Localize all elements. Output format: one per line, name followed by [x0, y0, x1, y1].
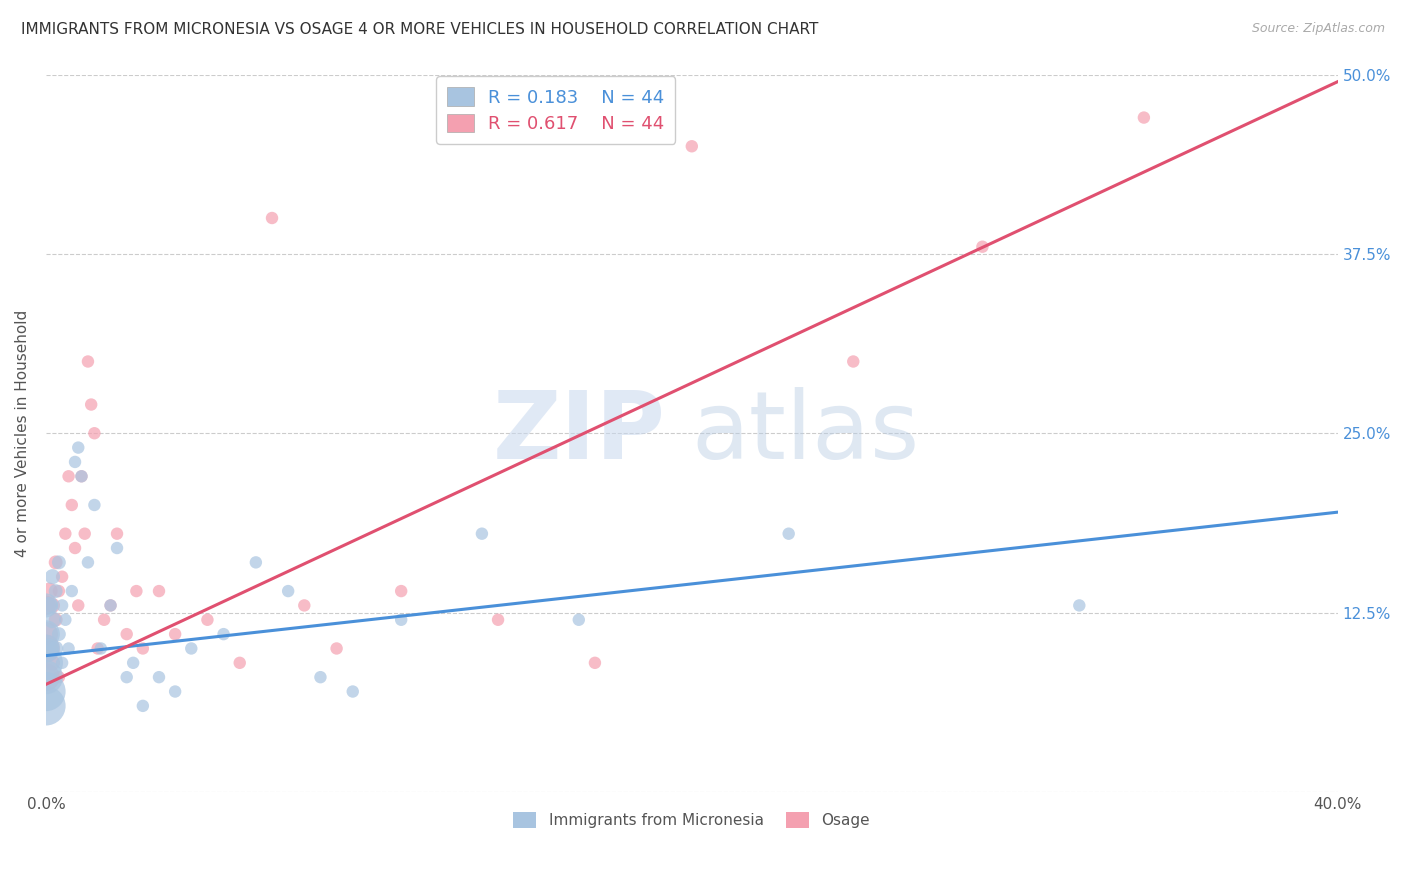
Point — [115, 670, 138, 684]
Point — [583, 656, 606, 670]
Point — [1133, 111, 1156, 125]
Point — [83, 498, 105, 512]
Point — [35, 670, 58, 684]
Point — [105, 526, 128, 541]
Point — [681, 139, 703, 153]
Point — [48, 627, 70, 641]
Point — [260, 211, 283, 225]
Point — [35, 641, 58, 656]
Text: Source: ZipAtlas.com: Source: ZipAtlas.com — [1251, 22, 1385, 36]
Legend: Immigrants from Micronesia, Osage: Immigrants from Micronesia, Osage — [508, 806, 876, 835]
Point — [48, 584, 70, 599]
Point — [180, 641, 202, 656]
Point — [309, 670, 332, 684]
Point — [212, 627, 235, 641]
Point — [35, 599, 58, 613]
Point — [35, 641, 58, 656]
Y-axis label: 4 or more Vehicles in Household: 4 or more Vehicles in Household — [15, 310, 30, 557]
Point — [35, 656, 58, 670]
Point — [51, 656, 73, 670]
Point — [51, 599, 73, 613]
Point — [70, 469, 93, 483]
Point — [70, 469, 93, 483]
Point — [165, 684, 187, 698]
Point — [41, 613, 63, 627]
Point — [842, 354, 865, 368]
Point — [48, 670, 70, 684]
Point — [125, 584, 148, 599]
Point — [568, 613, 591, 627]
Point — [277, 584, 299, 599]
Point — [67, 441, 90, 455]
Point — [148, 670, 170, 684]
Point — [471, 526, 494, 541]
Point — [83, 426, 105, 441]
Point — [100, 599, 122, 613]
Point — [80, 398, 103, 412]
Point — [73, 526, 96, 541]
Point — [148, 584, 170, 599]
Point — [63, 541, 86, 555]
Point — [63, 455, 86, 469]
Point — [41, 656, 63, 670]
Point — [325, 641, 347, 656]
Point — [115, 627, 138, 641]
Point — [197, 613, 219, 627]
Point — [292, 599, 315, 613]
Point — [45, 555, 67, 569]
Point — [486, 613, 509, 627]
Point — [35, 627, 58, 641]
Point — [58, 641, 80, 656]
Point — [45, 641, 67, 656]
Text: ZIP: ZIP — [494, 387, 666, 479]
Point — [778, 526, 800, 541]
Point — [122, 656, 145, 670]
Point — [53, 613, 76, 627]
Point — [165, 627, 187, 641]
Point — [35, 684, 58, 698]
Point — [342, 684, 364, 698]
Point — [389, 584, 412, 599]
Point — [60, 584, 83, 599]
Point — [132, 698, 155, 713]
Point — [58, 469, 80, 483]
Point — [77, 354, 100, 368]
Point — [38, 584, 60, 599]
Point — [972, 240, 994, 254]
Text: atlas: atlas — [692, 387, 920, 479]
Point — [100, 599, 122, 613]
Point — [35, 670, 58, 684]
Point — [45, 613, 67, 627]
Point — [60, 498, 83, 512]
Point — [132, 641, 155, 656]
Point — [38, 641, 60, 656]
Point — [41, 599, 63, 613]
Point — [105, 541, 128, 555]
Point — [48, 555, 70, 569]
Point — [77, 555, 100, 569]
Point — [38, 599, 60, 613]
Point — [38, 641, 60, 656]
Text: IMMIGRANTS FROM MICRONESIA VS OSAGE 4 OR MORE VEHICLES IN HOUSEHOLD CORRELATION : IMMIGRANTS FROM MICRONESIA VS OSAGE 4 OR… — [21, 22, 818, 37]
Point — [245, 555, 267, 569]
Point — [93, 613, 115, 627]
Point — [67, 599, 90, 613]
Point — [51, 570, 73, 584]
Point — [1069, 599, 1091, 613]
Point — [86, 641, 108, 656]
Point — [41, 570, 63, 584]
Point — [389, 613, 412, 627]
Point — [45, 584, 67, 599]
Point — [90, 641, 112, 656]
Point — [228, 656, 250, 670]
Point — [35, 627, 58, 641]
Point — [35, 698, 58, 713]
Point — [53, 526, 76, 541]
Point — [35, 599, 58, 613]
